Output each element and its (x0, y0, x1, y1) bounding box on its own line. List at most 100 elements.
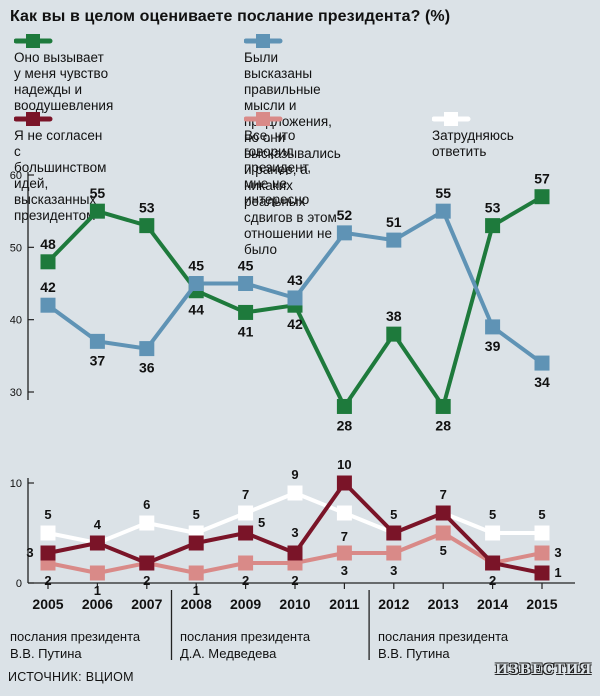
presidency-label-line: послания президента (378, 629, 509, 644)
y-tick-label: 40 (10, 315, 22, 327)
top-correct-data-label: 34 (534, 374, 550, 390)
top-data-point (534, 355, 550, 371)
bottom-notinterested-data-label: 2 (242, 573, 249, 588)
y-tick-label: 0 (16, 578, 22, 590)
bottom-data-point (336, 475, 352, 491)
legend-label-line: сдвигов в этом отношении не было (244, 210, 337, 257)
x-tick-label: 2011 (329, 596, 360, 612)
top-data-point (435, 398, 451, 414)
bottom-notinterested-data-label: 5 (440, 543, 447, 558)
top-hope-data-label: 28 (337, 417, 353, 433)
bottom-hard-data-label: 4 (94, 517, 102, 532)
bottom-disagree-data-label: 1 (554, 565, 561, 580)
legend-label-correct: Были высказаны правильные мысли и предло… (244, 50, 341, 258)
top-hope-data-label: 41 (238, 323, 254, 339)
bottom-disagree-data-label: 5 (258, 515, 265, 530)
legend-label-line: но они высказывались и ранее, а никаких … (244, 130, 341, 209)
bottom-hard-data-label: 7 (341, 529, 348, 544)
bottom-disagree-data-label: 3 (26, 545, 33, 560)
top-data-point (386, 232, 402, 248)
bottom-data-point (139, 515, 155, 531)
bottom-data-point (188, 535, 204, 551)
top-data-point (485, 218, 501, 234)
top-data-point (89, 333, 105, 349)
presidency-label: послания президента В.В. Путина (378, 628, 508, 662)
bottom-data-point (435, 505, 451, 521)
bottom-notinterested-data-label: 3 (554, 545, 561, 560)
legend-swatch-disagree (14, 112, 53, 126)
bottom-data-point (89, 565, 105, 581)
bottom-notinterested-data-label: 2 (44, 573, 51, 588)
legend-label-line: Затрудняюсь ответить (432, 128, 514, 159)
top-data-point (238, 304, 254, 320)
bottom-data-point (534, 545, 550, 561)
presidency-label-line: Д.А. Медведева (180, 646, 277, 661)
bottom-hard-data-label: 5 (44, 507, 51, 522)
top-hope-data-label: 28 (435, 417, 451, 433)
top-data-point (238, 276, 254, 291)
bottom-data-point (238, 555, 254, 571)
y-tick-label: 30 (10, 387, 22, 399)
top-correct-data-label: 36 (139, 360, 155, 376)
bottom-data-point (534, 565, 550, 581)
top-data-point (336, 398, 352, 414)
bottom-data-point (238, 525, 254, 541)
bottom-disagree-data-label: 5 (390, 507, 397, 522)
top-correct-data-label: 55 (435, 185, 451, 201)
top-data-point (188, 276, 204, 291)
bottom-notinterested-data-label: 2 (291, 573, 298, 588)
top-correct-data-label: 39 (485, 338, 501, 354)
x-tick-label: 2006 (82, 596, 113, 612)
bottom-data-point (238, 505, 254, 521)
legend-swatch-notinterested (244, 112, 283, 126)
legend-label-hope: Оно вызывает у меня чувство надежды и воо… (14, 50, 113, 114)
y-tick-label: 60 (10, 170, 22, 182)
top-hope-data-label: 55 (90, 185, 106, 201)
top-data-point (139, 218, 155, 234)
bottom-notinterested-data-label: 1 (193, 583, 200, 598)
izvestia-logo: ИЗВЕСТИЯ (495, 662, 592, 678)
top-correct-data-label: 51 (386, 214, 402, 230)
bottom-hard-data-label: 6 (143, 497, 150, 512)
bottom-data-point (435, 525, 451, 541)
top-correct-data-label: 45 (188, 258, 204, 274)
top-correct-data-label: 52 (337, 207, 353, 223)
bottom-notinterested-data-label: 2 (143, 573, 150, 588)
bottom-hard-data-label: 5 (538, 507, 545, 522)
legend-swatch-correct (244, 34, 283, 48)
x-tick-label: 2007 (131, 596, 162, 612)
bottom-disagree-data-label: 7 (440, 487, 447, 502)
bottom-data-point (386, 525, 402, 541)
top-data-point (336, 225, 352, 241)
x-tick-label: 2013 (428, 596, 459, 612)
bottom-notinterested-data-label: 3 (390, 563, 397, 578)
source-note: ИСТОЧНИК: ВЦИОМ (8, 670, 134, 684)
presidency-label-line: послания президента (180, 629, 311, 644)
x-tick-label: 2009 (230, 596, 261, 612)
legend-label-line: мне не интересно (244, 176, 310, 207)
top-correct-data-label: 42 (40, 279, 56, 295)
legend-label-disagree: Я не согласен с большинством идей, высказ… (14, 128, 106, 224)
top-data-point (40, 297, 56, 313)
presidency-label-line: В.В. Путина (10, 646, 82, 661)
x-tick-label: 2015 (526, 596, 557, 612)
bottom-data-point (485, 525, 501, 541)
bottom-data-point (534, 525, 550, 541)
top-data-point (534, 189, 550, 205)
bottom-data-point (89, 535, 105, 551)
bottom-hard-data-label: 5 (193, 507, 200, 522)
top-correct-data-label: 37 (90, 352, 106, 368)
bottom-data-point (287, 485, 303, 501)
top-data-point (287, 290, 303, 306)
bottom-notinterested-data-label: 2 (489, 573, 496, 588)
legend-swatch-hope (14, 34, 53, 48)
top-data-point (485, 319, 501, 335)
bottom-data-point (188, 565, 204, 581)
top-data-point (139, 341, 155, 357)
presidency-label: послания президента Д.А. Медведева (180, 628, 310, 662)
top-correct-data-label: 43 (287, 272, 303, 288)
top-hope-data-label: 53 (139, 200, 155, 216)
legend-label-line: идей, высказанных президентом (14, 176, 97, 223)
